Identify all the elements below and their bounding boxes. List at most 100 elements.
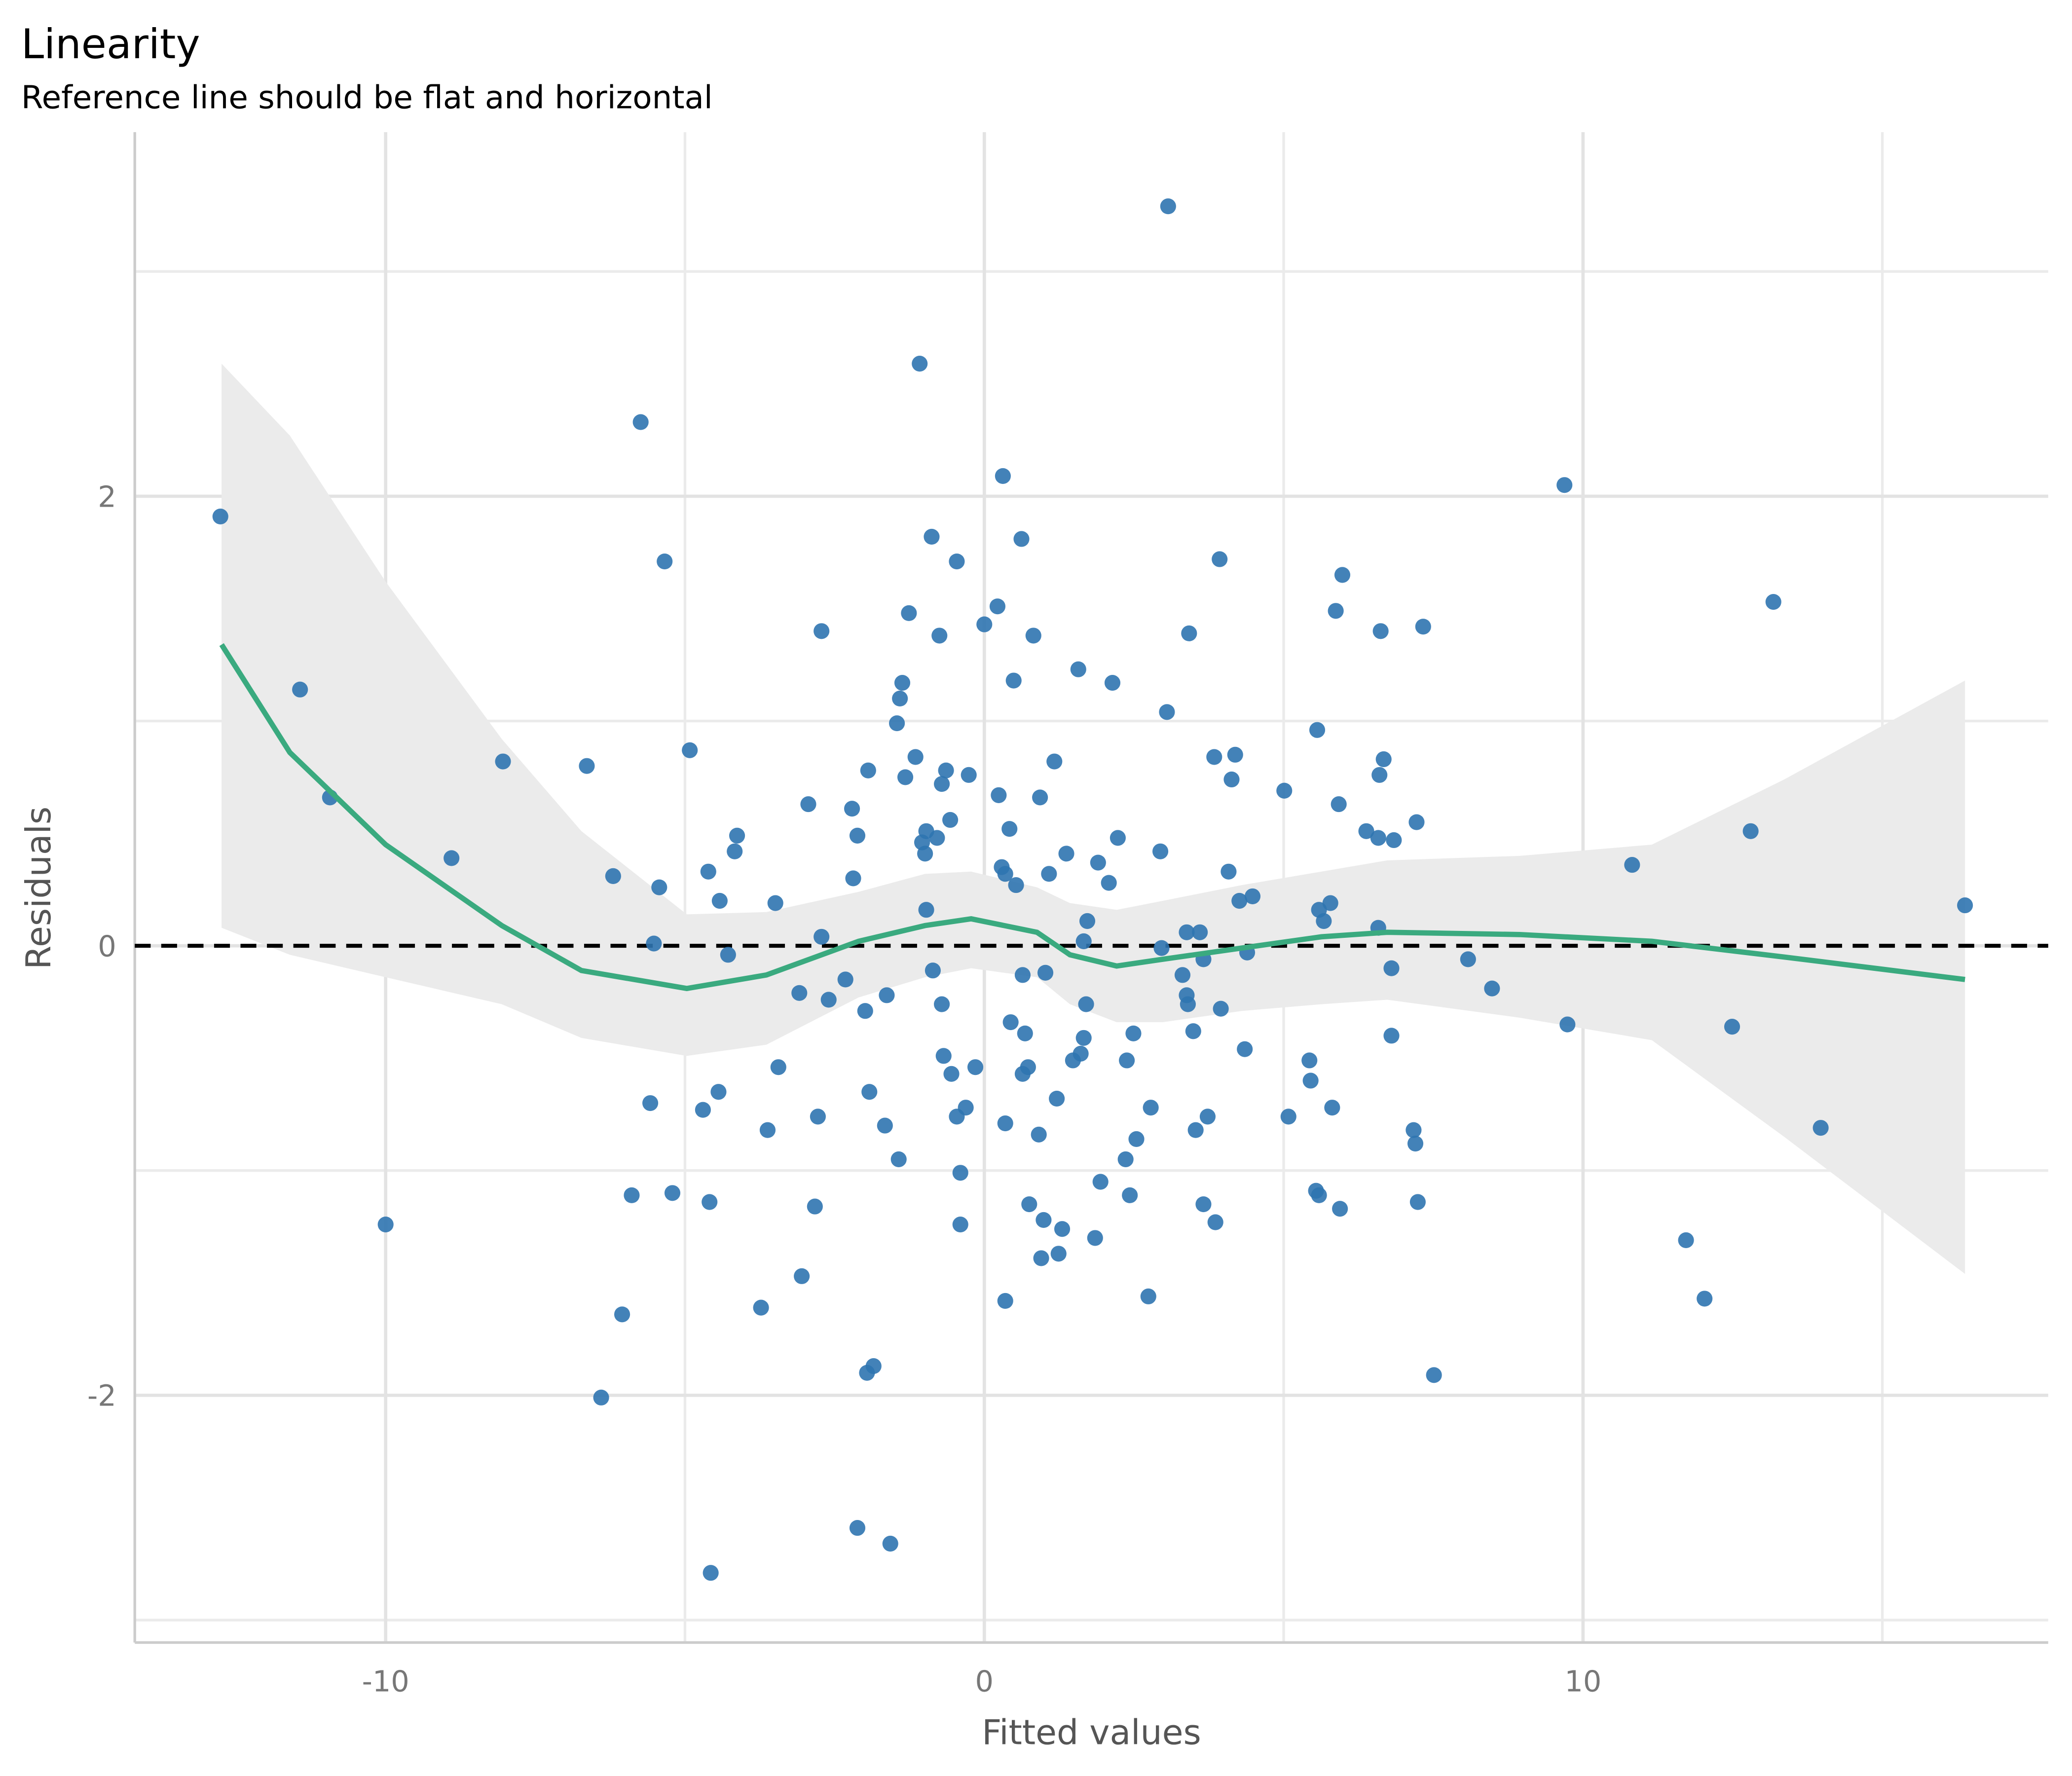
smooth-line [219,643,1965,992]
point [1406,1122,1422,1138]
point [857,1003,873,1019]
point [949,553,965,570]
point [952,1165,968,1181]
point [997,866,1013,882]
point [889,715,905,732]
point [1460,951,1476,967]
point [700,863,716,880]
point [651,879,667,895]
point [1311,1187,1327,1203]
point [1070,661,1086,677]
point [1049,1090,1065,1107]
point [943,1066,960,1082]
point [1813,1120,1829,1136]
point [1624,857,1640,873]
point [1002,1014,1019,1031]
point [1181,625,1197,641]
point [605,868,621,884]
point [1079,913,1096,929]
point [1742,823,1759,839]
point [1227,746,1243,763]
point [657,553,673,570]
point [1426,1367,1442,1383]
point [1207,1214,1223,1230]
point [727,843,743,859]
point [770,1059,786,1075]
point [967,1059,984,1075]
point [710,1084,727,1100]
point [1125,1025,1142,1041]
point [912,356,928,372]
point [931,628,948,644]
point [1090,854,1106,871]
point [1559,1016,1576,1033]
point [753,1299,769,1316]
point [1017,1025,1033,1041]
point [1237,1041,1253,1057]
point [1005,672,1022,689]
point [890,1151,907,1168]
point [1013,531,1030,547]
point [918,902,934,918]
point [1087,1230,1103,1246]
point [1143,1100,1159,1116]
point [1213,1000,1229,1017]
point [845,870,861,887]
point [1371,767,1388,783]
point [934,996,950,1012]
point [1301,1052,1318,1069]
point [1179,924,1195,940]
point [952,1216,968,1233]
point [1276,782,1293,799]
point [444,850,460,866]
point [1073,1045,1089,1062]
point [907,749,924,765]
point [1408,814,1425,830]
y-tick-label: 2 [98,480,116,514]
point [593,1389,609,1406]
point [702,1194,718,1210]
confidence-band [222,364,1965,1274]
point [703,1565,719,1581]
point [807,1198,823,1215]
point [1383,1028,1400,1044]
point [1160,198,1176,215]
point [1678,1232,1694,1249]
point [837,971,853,988]
point [1008,877,1024,893]
point [1025,628,1041,644]
point [642,1095,659,1111]
point [989,598,1006,615]
point [791,985,808,1001]
point [995,468,1011,484]
point [1332,1201,1348,1217]
point [292,681,308,698]
point [1280,1109,1296,1125]
point [579,758,595,774]
point [1302,1073,1319,1089]
point [212,508,228,524]
point [925,962,941,979]
y-axis-title: Residuals [19,807,59,969]
point [917,846,933,862]
point [759,1122,776,1138]
point [820,992,837,1008]
point [1104,674,1121,691]
point [894,674,911,691]
point [935,1048,952,1064]
point [632,414,649,430]
point [1101,875,1117,891]
point [1185,1023,1201,1039]
point [849,827,866,844]
point [1199,1109,1216,1125]
point [1078,996,1094,1012]
point [1322,895,1338,911]
point [1386,832,1402,849]
point [1058,846,1074,862]
point [1244,888,1261,904]
point [1375,751,1392,768]
point [997,1293,1013,1309]
point [1031,1126,1047,1143]
point [934,776,950,792]
